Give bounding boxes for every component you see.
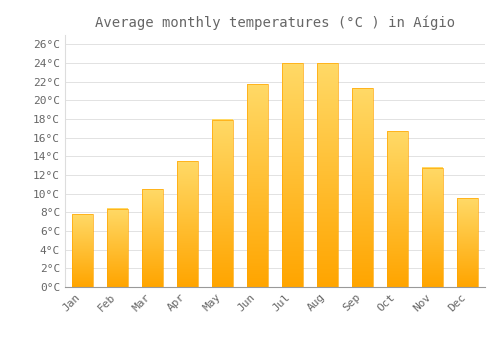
Title: Average monthly temperatures (°C ) in Aígio: Average monthly temperatures (°C ) in Aí… [95, 15, 455, 30]
Bar [352, 88, 373, 287]
Bar [142, 189, 163, 287]
Bar [212, 120, 233, 287]
Bar [387, 131, 408, 287]
Bar [107, 209, 128, 287]
Bar [317, 63, 338, 287]
Bar [72, 214, 93, 287]
Bar [247, 84, 268, 287]
Bar [282, 63, 303, 287]
Bar [422, 168, 443, 287]
Bar [457, 198, 478, 287]
Bar [177, 161, 198, 287]
